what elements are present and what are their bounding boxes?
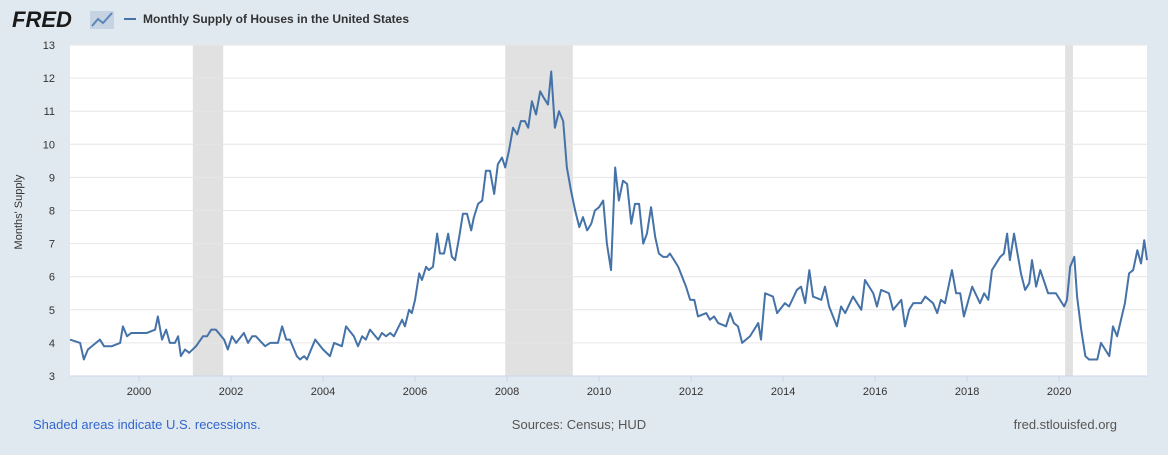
- brand-logo: FRED: [12, 7, 72, 32]
- y-tick-label: 3: [49, 371, 55, 383]
- site-url: fred.stlouisfed.org: [1014, 417, 1117, 432]
- x-tick-label: 2012: [679, 386, 703, 398]
- y-tick-label: 7: [49, 239, 55, 251]
- legend-label: Monthly Supply of Houses in the United S…: [143, 12, 409, 26]
- y-tick-label: 10: [43, 139, 55, 151]
- source: Sources: Census; HUD: [512, 417, 646, 432]
- x-tick-label: 2018: [955, 386, 979, 398]
- y-tick-label: 4: [49, 338, 55, 350]
- y-tick-label: 12: [43, 73, 55, 85]
- x-tick-label: 2002: [219, 386, 243, 398]
- y-tick-label: 5: [49, 305, 55, 317]
- x-tick-label: 2000: [127, 386, 151, 398]
- x-tick-label: 2006: [403, 386, 427, 398]
- x-tick-label: 2010: [587, 386, 611, 398]
- logo-icon: [90, 11, 114, 29]
- y-axis-label: Months' Supply: [13, 174, 25, 249]
- y-tick-label: 9: [49, 172, 55, 184]
- y-tick-label: 6: [49, 272, 55, 284]
- recession-note: Shaded areas indicate U.S. recessions.: [33, 417, 261, 432]
- y-tick-label: 13: [43, 40, 55, 52]
- x-tick-label: 2004: [311, 386, 335, 398]
- y-tick-label: 8: [49, 206, 55, 218]
- y-tick-label: 11: [44, 106, 55, 118]
- x-tick-label: 2014: [771, 386, 795, 398]
- series-line: [69, 70, 1148, 361]
- x-tick-label: 2008: [495, 386, 519, 398]
- x-tick-label: 2016: [863, 386, 887, 398]
- x-tick-label: 2020: [1047, 386, 1071, 398]
